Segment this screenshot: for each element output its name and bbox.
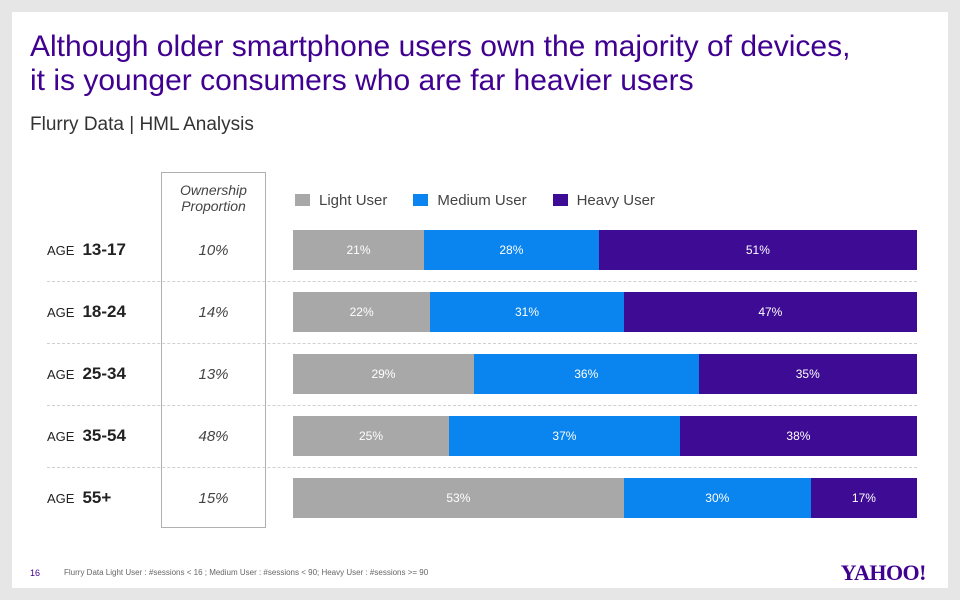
slide: Although older smartphone users own the … [12, 12, 948, 588]
row-divider [47, 343, 917, 344]
ownership-header: Ownership Proportion [161, 182, 266, 214]
category-range: 13-17 [82, 240, 126, 259]
category-label: AGE 13-17 [47, 230, 147, 270]
category-prefix: AGE [47, 490, 75, 506]
category-prefix: AGE [47, 304, 75, 320]
chart-legend: Light User Medium User Heavy User [295, 190, 681, 210]
stacked-bar: 53% 30% 17% [293, 478, 917, 518]
legend-label: Heavy User [576, 191, 655, 209]
category-range: 55+ [82, 488, 112, 507]
bar-segment-heavy-user: 51% [598, 230, 917, 270]
bar-segment-medium-user: 28% [424, 230, 599, 270]
slide-title: Although older smartphone users own the … [30, 30, 930, 98]
bar-segment-medium-user: 37% [449, 416, 680, 456]
category-label: AGE 35-54 [47, 416, 147, 456]
ownership-value: 48% [198, 427, 229, 445]
row-divider [47, 467, 917, 468]
bar-segment-heavy-user: 17% [810, 478, 917, 518]
bar-segment-medium-user: 31% [430, 292, 624, 332]
ownership-value: 10% [198, 241, 229, 259]
page-number: 16 [30, 568, 41, 578]
category-prefix: AGE [47, 366, 75, 382]
category-label: AGE 55+ [47, 478, 147, 518]
category-label: AGE 25-34 [47, 354, 147, 394]
bar-segment-heavy-user: 35% [698, 354, 917, 394]
stacked-bar: 29% 36% 35% [293, 354, 917, 394]
bar-segment-light-user: 21% [293, 230, 425, 270]
legend-label: Medium User [437, 191, 527, 209]
bar-segment-medium-user: 30% [623, 478, 811, 518]
row-divider [47, 281, 917, 282]
ownership-header-line-1: Ownership [180, 182, 247, 198]
slide-title-line-2: it is younger consumers who are far heav… [30, 64, 694, 97]
category-prefix: AGE [47, 242, 75, 258]
footnote: Flurry Data Light User : #sessions < 16 … [64, 568, 429, 577]
bar-segment-medium-user: 36% [473, 354, 699, 394]
legend-item-light-user: Light User [295, 192, 387, 209]
bar-segment-light-user: 53% [293, 478, 624, 518]
category-range: 18-24 [82, 302, 126, 321]
bar-segment-light-user: 22% [293, 292, 431, 332]
category-range: 35-54 [82, 426, 126, 445]
bar-segment-heavy-user: 47% [623, 292, 917, 332]
legend-label: Light User [319, 191, 388, 209]
ownership-column-box [161, 172, 266, 528]
stacked-bar: 21% 28% 51% [293, 230, 917, 270]
category-label: AGE 18-24 [47, 292, 147, 332]
stacked-bar: 25% 37% 38% [293, 416, 917, 456]
bar-segment-light-user: 29% [293, 354, 474, 394]
footer: 16 Flurry Data Light User : #sessions < … [30, 568, 428, 578]
bar-segment-heavy-user: 38% [679, 416, 917, 456]
ownership-value: 15% [198, 489, 229, 507]
ownership-value: 14% [198, 303, 229, 321]
legend-item-heavy-user: Heavy User [552, 191, 655, 209]
legend-item-medium-user: Medium User [413, 191, 527, 209]
slide-subtitle: Flurry Data | HML Analysis [30, 114, 254, 135]
category-range: 25-34 [82, 364, 126, 383]
category-prefix: AGE [47, 428, 75, 444]
bar-segment-light-user: 25% [293, 416, 449, 456]
legend-swatch [295, 194, 310, 206]
legend-swatch [413, 194, 429, 206]
ownership-value: 13% [198, 365, 229, 383]
stacked-bar: 22% 31% 47% [293, 292, 917, 332]
legend-swatch [552, 194, 568, 206]
ownership-header-line-2: Proportion [181, 198, 246, 214]
yahoo-logo: YAHOO! [840, 560, 927, 585]
slide-title-line-1: Although older smartphone users own the … [30, 30, 851, 63]
row-divider [47, 405, 917, 406]
